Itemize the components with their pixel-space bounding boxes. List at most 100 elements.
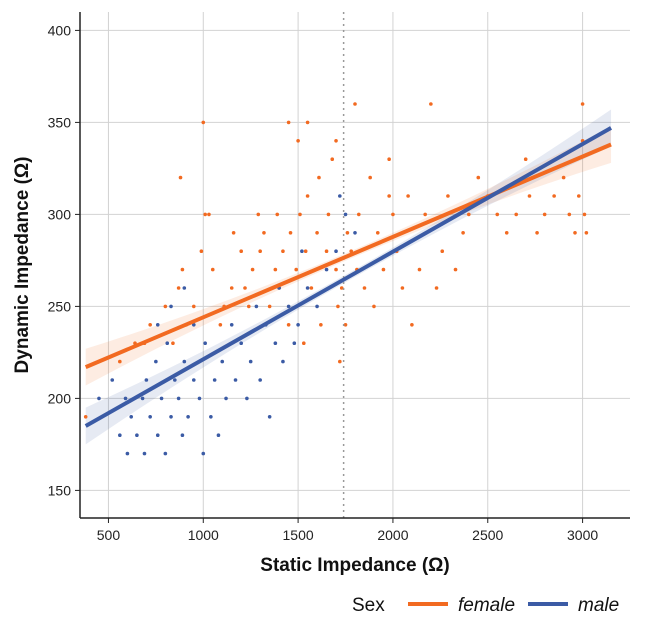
male-point [248, 359, 253, 364]
male-point [245, 396, 249, 401]
male-point [209, 415, 213, 419]
legend-title: Sex [352, 595, 385, 616]
legend: Sex female male [352, 595, 619, 616]
y-tick-label: 300 [48, 206, 72, 222]
male-point [258, 378, 262, 382]
male-point [191, 378, 196, 382]
female-point [423, 212, 427, 217]
female-point [199, 249, 204, 253]
female-point [576, 194, 581, 198]
female-point [317, 175, 321, 180]
x-tick-label: 2000 [377, 527, 408, 543]
female-point [567, 212, 572, 217]
male-point [296, 323, 300, 327]
male-point [224, 396, 228, 401]
female-point [514, 212, 519, 217]
male-fit-line [84, 126, 613, 428]
female-point [461, 231, 465, 235]
female-point [201, 120, 206, 125]
female-point [504, 231, 509, 235]
male-point [203, 341, 207, 346]
male-point [154, 359, 158, 364]
female-point [273, 267, 278, 272]
male-point [300, 249, 304, 253]
male-point [123, 396, 128, 401]
y-tick-label: 250 [48, 298, 72, 314]
female-point [339, 286, 344, 290]
male-point [292, 341, 297, 346]
female-point [391, 212, 395, 217]
female-point [301, 341, 306, 346]
female-point [324, 249, 329, 253]
male-point [142, 451, 147, 456]
male-point [135, 433, 139, 438]
grid-lines [80, 12, 630, 518]
male-point [169, 415, 173, 419]
female-point [83, 415, 88, 419]
female-point [163, 304, 168, 309]
x-tick-label: 3000 [567, 527, 598, 543]
male-point [155, 433, 160, 438]
male-point [267, 415, 272, 419]
female-point [584, 231, 589, 235]
female-point [573, 231, 577, 235]
male-point [216, 433, 221, 438]
female-point [288, 231, 293, 235]
male-point [324, 267, 329, 272]
female-point [387, 194, 391, 198]
female-point [375, 231, 380, 235]
x-tick-label: 500 [97, 527, 121, 543]
male-point [212, 378, 217, 382]
y-tick-label: 400 [48, 22, 72, 38]
male-point [148, 415, 152, 419]
male-point [97, 396, 101, 401]
female-point [381, 267, 386, 272]
female-point [303, 249, 308, 253]
male-point [338, 194, 342, 198]
male-point [353, 231, 357, 235]
female-point [148, 323, 152, 327]
female-point [446, 194, 450, 198]
male-point [254, 304, 259, 309]
female-point [229, 286, 234, 290]
male-point [229, 323, 234, 327]
female-point [527, 194, 532, 198]
female-point [476, 175, 481, 180]
male-point [165, 341, 170, 346]
female-point [582, 212, 587, 217]
y-tick-label: 150 [48, 482, 72, 498]
x-tick-label: 1000 [188, 527, 219, 543]
male-point [144, 378, 149, 382]
male-point [125, 451, 130, 456]
female-fit-line [84, 142, 612, 369]
male-point [182, 359, 187, 364]
male-point [305, 286, 310, 290]
female-point [243, 286, 247, 290]
male-point [118, 433, 122, 438]
male-point [173, 378, 177, 382]
female-point [203, 212, 207, 217]
female-point [400, 286, 405, 290]
female-point [372, 304, 376, 309]
female-point [330, 157, 335, 161]
female-point [561, 175, 566, 180]
female-point [338, 359, 342, 364]
female-point [231, 231, 236, 235]
female-point [286, 323, 291, 327]
male-point [273, 341, 278, 346]
male-point [163, 451, 168, 456]
female-point [334, 139, 338, 143]
female-point [281, 249, 285, 253]
male-point [281, 359, 285, 364]
female-point [453, 267, 458, 272]
female-point [294, 267, 299, 272]
male-point [186, 415, 190, 419]
female-point [410, 323, 414, 327]
female-point [406, 194, 410, 198]
female-point [171, 341, 175, 346]
female-point [535, 231, 539, 235]
male-point [191, 323, 196, 327]
female-point [256, 212, 261, 217]
female-point [246, 304, 251, 309]
female-point [207, 212, 211, 217]
